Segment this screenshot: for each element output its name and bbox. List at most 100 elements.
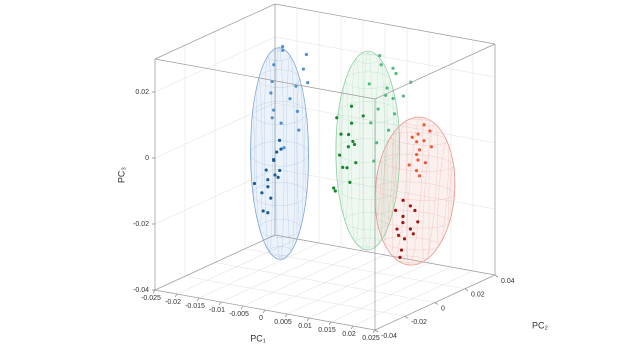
point <box>402 237 407 241</box>
point <box>416 132 420 136</box>
point <box>260 191 264 195</box>
point <box>306 81 310 85</box>
point <box>376 107 380 111</box>
box-edge <box>374 43 496 100</box>
point <box>278 138 282 142</box>
x-tick-label: -0.015 <box>185 303 205 310</box>
point <box>394 71 398 76</box>
point <box>367 82 371 86</box>
point <box>415 152 419 157</box>
x-tick-label: -0.005 <box>229 311 249 318</box>
grid-line <box>214 262 436 303</box>
point <box>301 67 305 71</box>
point <box>349 104 354 108</box>
tick-mark <box>306 317 310 322</box>
point <box>347 132 351 137</box>
grid-line <box>184 275 406 317</box>
point <box>341 165 345 169</box>
point <box>407 163 411 167</box>
point <box>348 180 352 184</box>
point <box>352 142 357 147</box>
point <box>270 116 274 120</box>
point <box>346 145 350 149</box>
ellipsoid-mesh <box>381 136 393 242</box>
grid-line <box>154 168 276 225</box>
point <box>401 214 405 218</box>
point <box>333 189 337 193</box>
point <box>266 185 270 189</box>
z-axis-title: PC₃ <box>116 167 126 184</box>
point <box>428 129 432 133</box>
point <box>385 86 389 90</box>
grid-line <box>154 36 276 93</box>
box-edge <box>154 3 276 60</box>
point <box>264 168 268 172</box>
ellipsoid-mesh <box>336 112 341 189</box>
y-tick-label: -0.02 <box>411 319 427 326</box>
point <box>354 161 358 165</box>
ellipsoid-mesh <box>304 112 309 195</box>
point <box>272 158 276 163</box>
tick-mark <box>404 316 409 319</box>
point <box>295 109 299 113</box>
point <box>272 63 276 67</box>
point <box>395 227 399 231</box>
point <box>335 116 339 120</box>
point <box>304 52 308 57</box>
point <box>279 147 283 151</box>
point <box>252 181 257 186</box>
z-tick-label: -0.02 <box>133 221 149 228</box>
point <box>401 198 405 202</box>
y-tick-label: 0.02 <box>471 292 485 299</box>
ellipsoid-mesh <box>362 50 373 251</box>
point <box>429 145 433 149</box>
point <box>269 196 273 200</box>
point <box>282 146 286 150</box>
ellipsoid-mesh <box>375 181 455 201</box>
x-tick-label: 0.015 <box>318 327 336 334</box>
point <box>422 123 426 127</box>
point <box>288 97 292 101</box>
point <box>394 208 398 212</box>
point <box>338 153 342 157</box>
point <box>269 91 273 95</box>
point <box>345 166 349 170</box>
ellipsoid-mesh <box>355 237 381 248</box>
tick-mark <box>262 309 266 314</box>
point <box>339 132 343 136</box>
z-tick-label: 0.02 <box>135 89 149 96</box>
point <box>401 94 405 98</box>
x-tick-label: 0.02 <box>342 331 356 338</box>
tick-mark <box>374 329 379 333</box>
point <box>392 112 397 116</box>
point <box>272 108 276 112</box>
point <box>387 128 391 132</box>
point <box>279 121 283 125</box>
ellipsoid <box>335 50 401 251</box>
point <box>391 66 395 70</box>
grid-line <box>244 248 466 290</box>
y-tick-label: 0 <box>441 305 445 312</box>
x-tick-label: -0.025 <box>141 295 161 302</box>
point <box>401 220 405 225</box>
ellipsoid-mesh <box>335 138 400 163</box>
point <box>281 44 285 49</box>
ellipsoid-mesh <box>375 159 382 217</box>
point <box>397 233 401 237</box>
x-axis-title: PC₁ <box>250 333 266 343</box>
point <box>418 148 422 152</box>
point <box>273 173 277 177</box>
point <box>422 139 426 143</box>
point <box>379 63 383 67</box>
point <box>361 114 365 118</box>
point <box>266 211 270 215</box>
tick-mark <box>494 274 499 278</box>
tick-mark <box>240 305 244 310</box>
point <box>415 140 419 144</box>
point <box>410 135 414 139</box>
point <box>417 174 422 178</box>
tick-mark <box>350 325 354 330</box>
point <box>416 220 420 224</box>
ellipsoid-mesh <box>267 50 291 61</box>
